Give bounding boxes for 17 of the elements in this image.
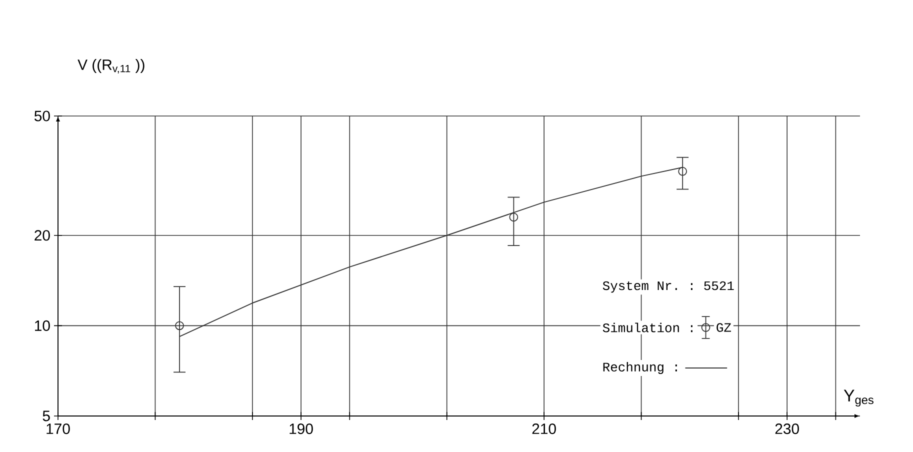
y-tick-label: 10 [35, 320, 50, 331]
y-tick-label: 5 [42, 410, 50, 422]
x-axis-title: Y$_{ges}$ [844, 390, 874, 406]
legend-label: Simulation : [602, 322, 692, 332]
point [175, 321, 184, 330]
point [509, 212, 518, 222]
point [678, 166, 688, 176]
legend-title: System Nr. : 5521 [602, 281, 734, 293]
x-tick-label: 230 [775, 424, 799, 434]
x-tick-label: 170 [46, 424, 70, 434]
x-tick-label: 190 [290, 424, 313, 434]
x-tick-label: 210 [532, 424, 556, 434]
y-tick-label: 20 [34, 230, 50, 241]
annotation: GZ [716, 323, 732, 332]
y-tick-label: 50 [34, 110, 50, 122]
legend-label: Rechnung : [603, 362, 677, 374]
y-axis-title: V ((R$_{v,11}$ )) [78, 59, 144, 74]
